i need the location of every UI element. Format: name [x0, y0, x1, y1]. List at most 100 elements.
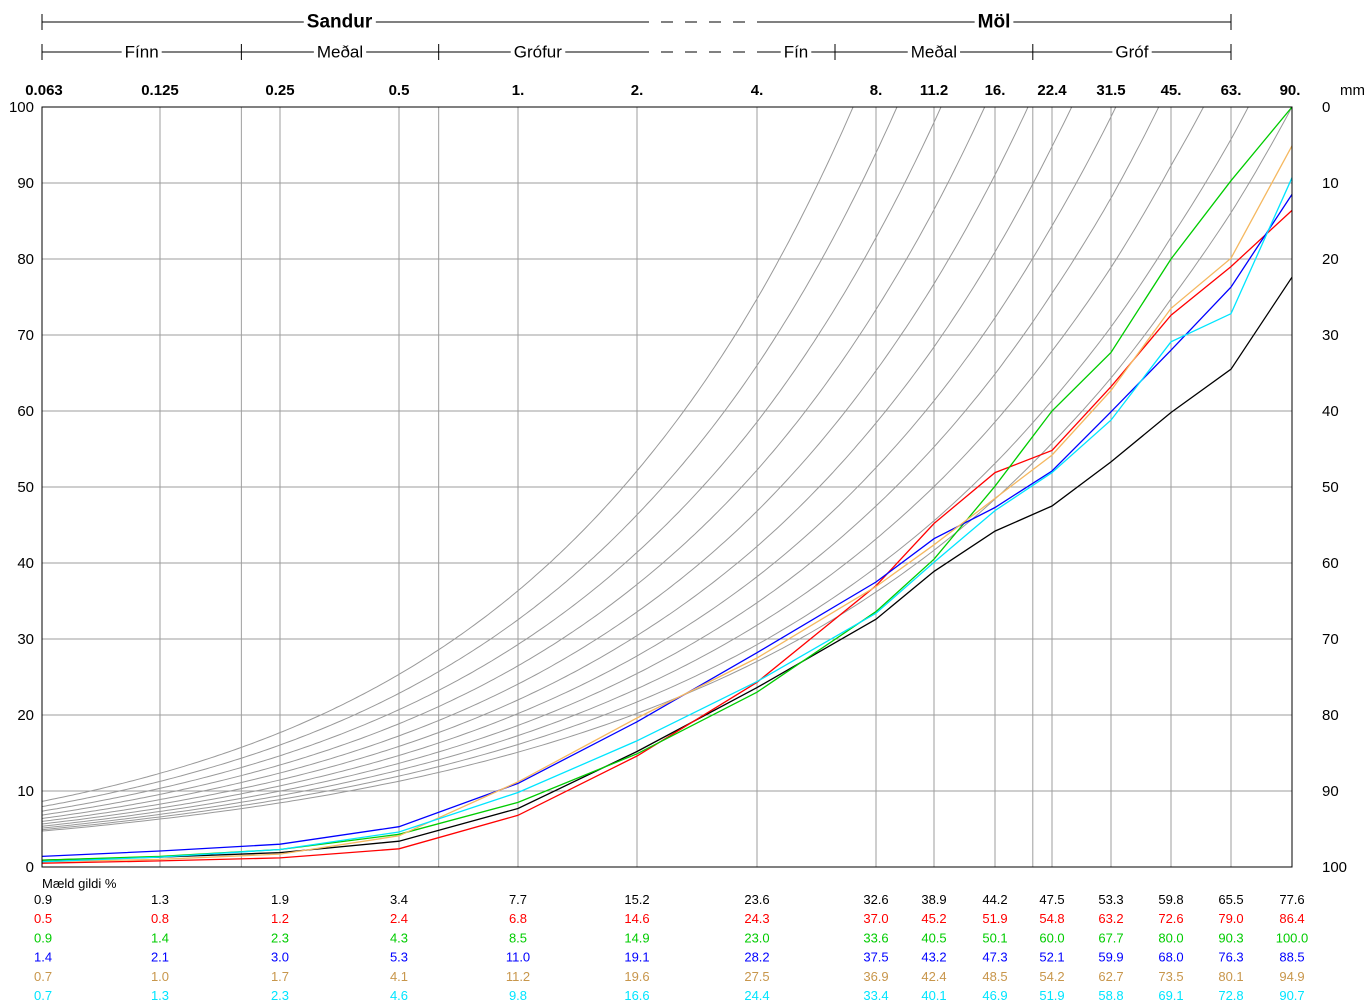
- data-label: 77.6: [1279, 892, 1304, 907]
- data-label: 33.4: [863, 988, 888, 1003]
- reference-curve: [41, 106, 942, 812]
- data-label: 40.5: [921, 930, 946, 945]
- data-label: 8.5: [509, 930, 527, 945]
- unit-label: mm: [1340, 82, 1365, 99]
- data-label: 4.3: [390, 930, 408, 945]
- data-label: 23.0: [744, 930, 769, 945]
- data-label: 0.7: [34, 988, 52, 1003]
- data-label: 50.1: [982, 930, 1007, 945]
- y-tick-label-right: 80: [1322, 707, 1339, 724]
- data-label: 1.4: [34, 950, 52, 965]
- data-label: 60.0: [1039, 930, 1064, 945]
- data-label: 36.9: [863, 969, 888, 984]
- data-label: 15.2: [624, 892, 649, 907]
- x-tick-label: 11.2: [920, 82, 948, 99]
- y-tick-label-left: 10: [17, 783, 34, 800]
- reference-curve: [41, 106, 1293, 832]
- plot-border: [41, 106, 1293, 868]
- header-label-bg: [974, 11, 1014, 33]
- major-class-label: Möl: [978, 12, 1011, 33]
- grid: [42, 107, 1292, 867]
- y-tick-label-left: 30: [17, 631, 34, 648]
- y-tick-label-left: 50: [17, 479, 34, 496]
- data-label: 59.9: [1098, 950, 1123, 965]
- data-label: 47.5: [1039, 892, 1064, 907]
- data-label: 23.6: [744, 892, 769, 907]
- series-line: [41, 209, 1293, 864]
- data-label: 28.2: [744, 950, 769, 965]
- data-label: 1.3: [151, 988, 169, 1003]
- data-label: 4.6: [390, 988, 408, 1003]
- y-tick-label-left: 40: [17, 555, 34, 572]
- data-label: 86.4: [1279, 911, 1304, 926]
- data-label: 94.9: [1279, 969, 1304, 984]
- x-tick-label: 0.125: [141, 82, 179, 99]
- x-tick-label: 1.: [512, 82, 525, 99]
- header-label-bg: [780, 42, 812, 62]
- data-label: 19.1: [624, 950, 649, 965]
- series-line: [41, 106, 1293, 861]
- data-label: 27.5: [744, 969, 769, 984]
- data-label: 1.2: [271, 911, 289, 926]
- data-label: 62.7: [1098, 969, 1123, 984]
- minor-class-label: Fínn: [125, 43, 159, 62]
- x-tick-label: 45.: [1161, 82, 1182, 99]
- x-tick-label: 0.063: [25, 82, 63, 99]
- data-label: 73.5: [1158, 969, 1183, 984]
- data-label: 24.4: [744, 988, 769, 1003]
- y-tick-label-right: 30: [1322, 327, 1339, 344]
- minor-class-label: Grófur: [514, 43, 563, 62]
- reference-curve: [41, 106, 1249, 831]
- data-label: 37.5: [863, 950, 888, 965]
- major-class-label: Sandur: [307, 12, 373, 33]
- table-title: Mæld gildi %: [42, 876, 117, 891]
- header-label-bg: [303, 11, 376, 33]
- y-tick-label-left: 70: [17, 327, 34, 344]
- y-tick-label-left: 0: [26, 859, 34, 876]
- data-label: 80.1: [1218, 969, 1243, 984]
- data-label: 72.8: [1218, 988, 1243, 1003]
- series-line: [41, 177, 1293, 863]
- data-label: 38.9: [921, 892, 946, 907]
- data-label: 63.2: [1098, 911, 1123, 926]
- data-label: 6.8: [509, 911, 527, 926]
- data-label: 5.3: [390, 950, 408, 965]
- y-tick-label-right: 0: [1322, 99, 1330, 116]
- data-label: 79.0: [1218, 911, 1243, 926]
- data-label: 47.3: [982, 950, 1007, 965]
- data-label: 2.1: [151, 950, 169, 965]
- data-label: 0.9: [34, 892, 52, 907]
- header-label-bg: [121, 42, 162, 62]
- y-tick-label-right: 10: [1322, 175, 1339, 192]
- data-label: 0.8: [151, 911, 169, 926]
- y-tick-label-left: 80: [17, 251, 34, 268]
- y-tick-label-right: 50: [1322, 479, 1339, 496]
- reference-curve: [41, 106, 898, 808]
- x-tick-label: 63.: [1221, 82, 1242, 99]
- data-label: 67.7: [1098, 930, 1123, 945]
- y-tick-label-left: 100: [9, 99, 34, 116]
- data-label: 24.3: [744, 911, 769, 926]
- y-tick-labels: 1009080706050403020100010203040506070809…: [9, 99, 1347, 876]
- values-table: Mæld gildi % 0.9 1.3 1.9 3.4 7.7 15.2 23.6 32.6…: [34, 876, 1308, 1003]
- series-line: [41, 194, 1293, 858]
- y-tick-label-left: 60: [17, 403, 34, 420]
- x-tick-label: 4.: [751, 82, 764, 99]
- data-label: 1.0: [151, 969, 169, 984]
- data-label: 14.6: [624, 911, 649, 926]
- data-label: 3.0: [271, 950, 289, 965]
- data-label: 9.8: [509, 988, 527, 1003]
- y-tick-label-right: 70: [1322, 631, 1339, 648]
- data-label: 14.9: [624, 930, 649, 945]
- x-tick-label: 31.5: [1096, 82, 1125, 99]
- minor-class-label: Fín: [784, 43, 809, 62]
- minor-class-label: Meðal: [317, 43, 363, 62]
- data-label: 37.0: [863, 911, 888, 926]
- reference-curves: [41, 106, 1293, 832]
- data-label: 53.3: [1098, 892, 1123, 907]
- minor-class-label: Meðal: [911, 43, 957, 62]
- x-tick-label: 90.: [1280, 82, 1301, 99]
- data-label: 0.7: [34, 969, 52, 984]
- y-tick-label-right: 20: [1322, 251, 1339, 268]
- reference-curve: [41, 106, 1204, 829]
